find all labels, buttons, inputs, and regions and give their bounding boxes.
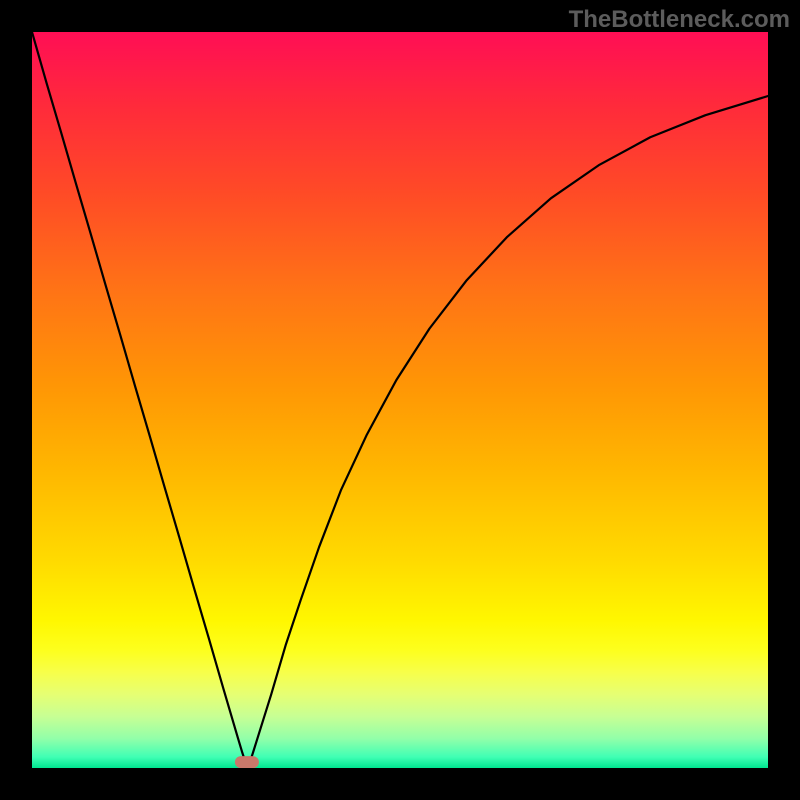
watermark-text: TheBottleneck.com: [569, 6, 790, 34]
plot-area: [32, 32, 768, 768]
min-marker: [235, 756, 259, 768]
bottleneck-curve: [32, 32, 768, 765]
curve-layer: [32, 32, 768, 768]
